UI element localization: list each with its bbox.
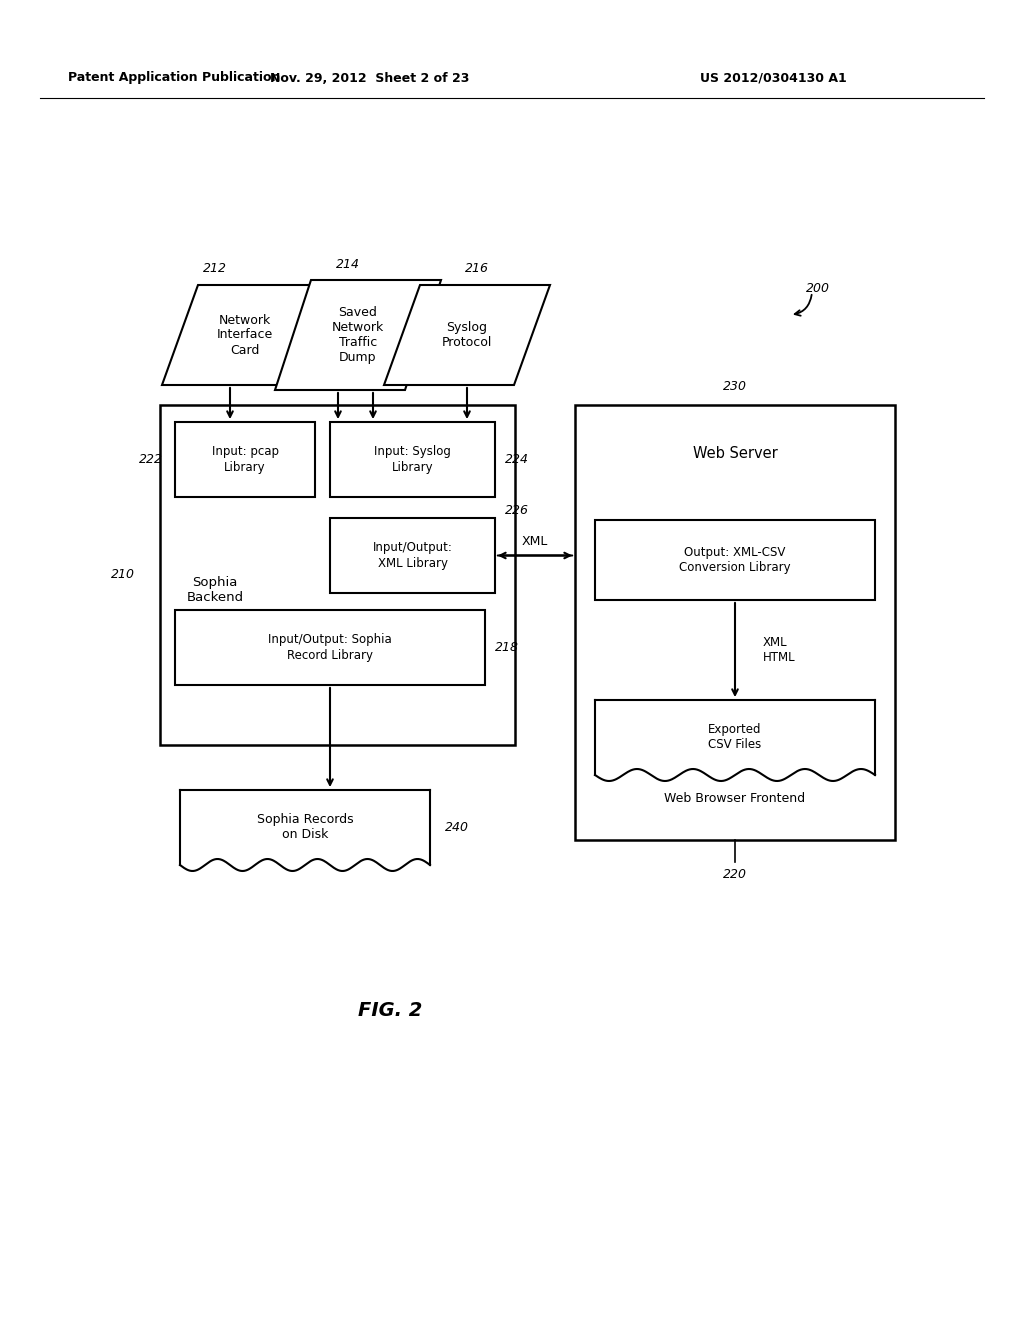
Text: 230: 230	[723, 380, 746, 393]
Text: Sophia
Backend: Sophia Backend	[186, 576, 244, 605]
Text: 216: 216	[465, 263, 489, 276]
Text: XML: XML	[522, 535, 548, 548]
Text: 210: 210	[111, 569, 135, 582]
Text: 240: 240	[445, 821, 469, 834]
Polygon shape	[162, 285, 328, 385]
FancyBboxPatch shape	[330, 422, 495, 498]
Text: Input: pcap
Library: Input: pcap Library	[212, 446, 279, 474]
Text: Input/Output:
XML Library: Input/Output: XML Library	[373, 541, 453, 569]
Text: 224: 224	[505, 453, 529, 466]
Text: Input: Syslog
Library: Input: Syslog Library	[374, 446, 451, 474]
FancyBboxPatch shape	[330, 517, 495, 593]
Polygon shape	[180, 789, 430, 871]
FancyBboxPatch shape	[175, 422, 315, 498]
FancyBboxPatch shape	[160, 405, 515, 744]
FancyBboxPatch shape	[175, 610, 485, 685]
Text: Saved
Network
Traffic
Dump: Saved Network Traffic Dump	[332, 306, 384, 364]
Polygon shape	[384, 285, 550, 385]
Text: Sophia Records
on Disk: Sophia Records on Disk	[257, 813, 353, 842]
Text: Web Browser Frontend: Web Browser Frontend	[665, 792, 806, 804]
Text: FIG. 2: FIG. 2	[357, 1001, 422, 1019]
Text: 226: 226	[505, 503, 529, 516]
Text: 212: 212	[203, 263, 227, 276]
Text: Output: XML-CSV
Conversion Library: Output: XML-CSV Conversion Library	[679, 546, 791, 574]
Text: XML
HTML: XML HTML	[763, 636, 796, 664]
Text: Nov. 29, 2012  Sheet 2 of 23: Nov. 29, 2012 Sheet 2 of 23	[270, 71, 470, 84]
Text: Input/Output: Sophia
Record Library: Input/Output: Sophia Record Library	[268, 634, 392, 661]
Polygon shape	[275, 280, 441, 389]
Text: 200: 200	[806, 281, 830, 294]
Text: Exported
CSV Files: Exported CSV Files	[709, 723, 762, 751]
Text: 218: 218	[495, 642, 519, 653]
Polygon shape	[595, 700, 874, 781]
Text: 214: 214	[336, 257, 360, 271]
Text: Patent Application Publication: Patent Application Publication	[68, 71, 281, 84]
FancyBboxPatch shape	[575, 405, 895, 840]
Text: Web Server: Web Server	[692, 446, 777, 461]
FancyBboxPatch shape	[595, 520, 874, 601]
Text: 220: 220	[723, 869, 746, 882]
Text: US 2012/0304130 A1: US 2012/0304130 A1	[700, 71, 847, 84]
Text: Network
Interface
Card: Network Interface Card	[217, 314, 273, 356]
Text: Syslog
Protocol: Syslog Protocol	[441, 321, 493, 348]
Text: 222: 222	[139, 453, 163, 466]
